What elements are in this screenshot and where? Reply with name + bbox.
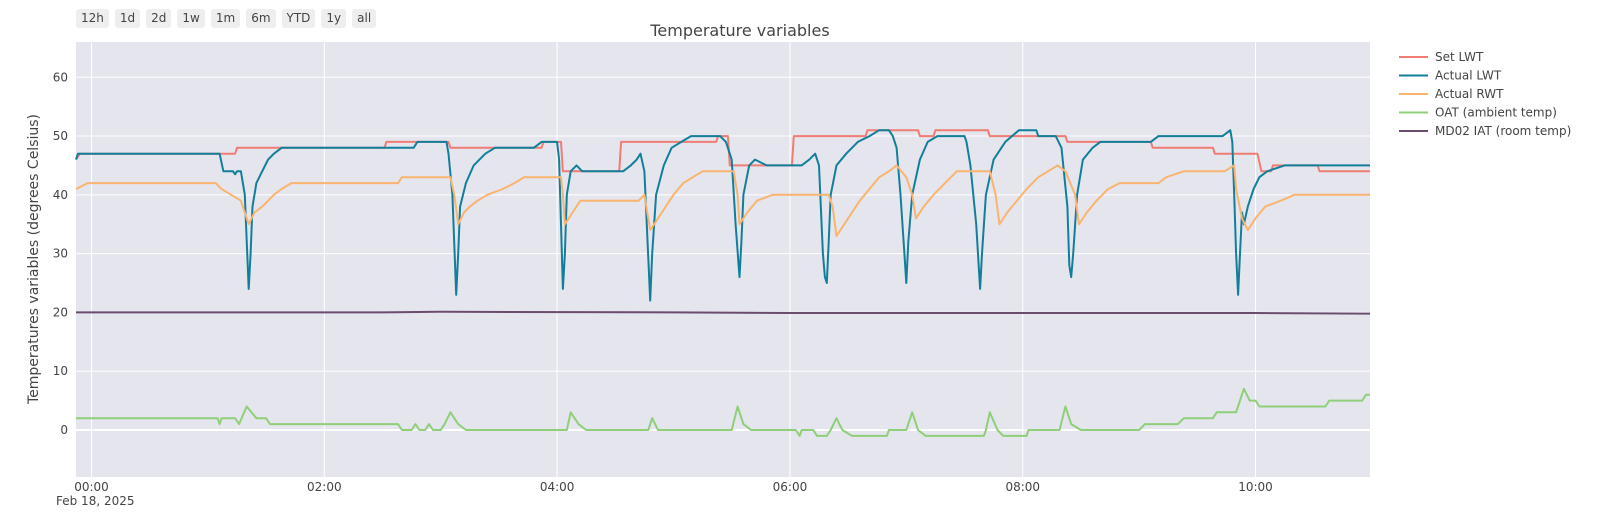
range-button-1y[interactable]: 1y	[321, 9, 347, 28]
series-line-set-lwt[interactable]	[75, 129, 1370, 173]
legend-item-actual-rwt[interactable]: Actual RWT	[1399, 87, 1504, 101]
x-tick-label: 10:00	[1238, 480, 1273, 494]
x-tick-label: 00:00	[74, 480, 109, 494]
range-button-2d[interactable]: 2d	[146, 9, 172, 28]
plot-area[interactable]	[76, 42, 1370, 477]
range-button-1w[interactable]: 1w	[177, 9, 205, 28]
y-tick-label: 40	[53, 188, 68, 202]
range-button-ytd[interactable]: YTD	[281, 9, 316, 28]
x-axis: 00:00 02:00 04:00 06:00 08:00 10:00	[74, 480, 1273, 494]
legend-label: MD02 IAT (room temp)	[1435, 124, 1571, 138]
legend-label: OAT (ambient temp)	[1435, 106, 1557, 120]
range-button-12h[interactable]: 12h	[76, 9, 109, 28]
range-button-1m[interactable]: 1m	[210, 9, 241, 28]
series-line-oat-ambient-temp[interactable]	[76, 387, 1370, 437]
range-selector: 12h 1d 2d 1w 1m 6m YTD 1y all	[76, 9, 377, 28]
x-tick-label: 08:00	[1005, 480, 1040, 494]
series-line-md02-iat-room-temp[interactable]	[76, 310, 1371, 315]
range-button-1d[interactable]: 1d	[114, 9, 141, 28]
legend-label: Actual LWT	[1435, 69, 1502, 83]
x-tick-label: 04:00	[540, 480, 575, 494]
series-line-actual-rwt[interactable]	[75, 164, 1370, 237]
y-axis-title: Temperatures variables (degrees Celsius)	[26, 114, 42, 405]
legend-item-set-lwt[interactable]: Set LWT	[1399, 50, 1484, 64]
x-tick-label: 02:00	[307, 480, 342, 494]
legend-item-oat-ambient-temp[interactable]: OAT (ambient temp)	[1399, 106, 1557, 120]
y-tick-label: 0	[60, 423, 68, 437]
y-tick-label: 60	[53, 70, 68, 84]
legend: Set LWT Actual LWT Actual RWT OAT (ambient …	[1399, 50, 1571, 138]
range-button-all[interactable]: all	[352, 9, 377, 28]
series-line-actual-lwt[interactable]	[75, 129, 1370, 302]
y-tick-label: 10	[53, 364, 68, 378]
legend-item-actual-lwt[interactable]: Actual LWT	[1399, 69, 1502, 83]
legend-label: Actual RWT	[1435, 87, 1504, 101]
range-button-6m[interactable]: 6m	[246, 9, 276, 28]
y-axis: 0 10 20 30 40 50 60	[53, 70, 68, 437]
x-tick-label: 06:00	[773, 480, 808, 494]
x-axis-date-label: Feb 18, 2025	[56, 494, 135, 508]
y-tick-label: 20	[53, 305, 68, 319]
series-layer	[75, 129, 1371, 437]
y-tick-label: 30	[53, 247, 68, 261]
legend-item-md02-iat-room-temp[interactable]: MD02 IAT (room temp)	[1399, 124, 1571, 138]
legend-label: Set LWT	[1435, 50, 1484, 64]
chart-title: Temperature variables	[649, 21, 829, 40]
y-tick-label: 50	[53, 129, 68, 143]
